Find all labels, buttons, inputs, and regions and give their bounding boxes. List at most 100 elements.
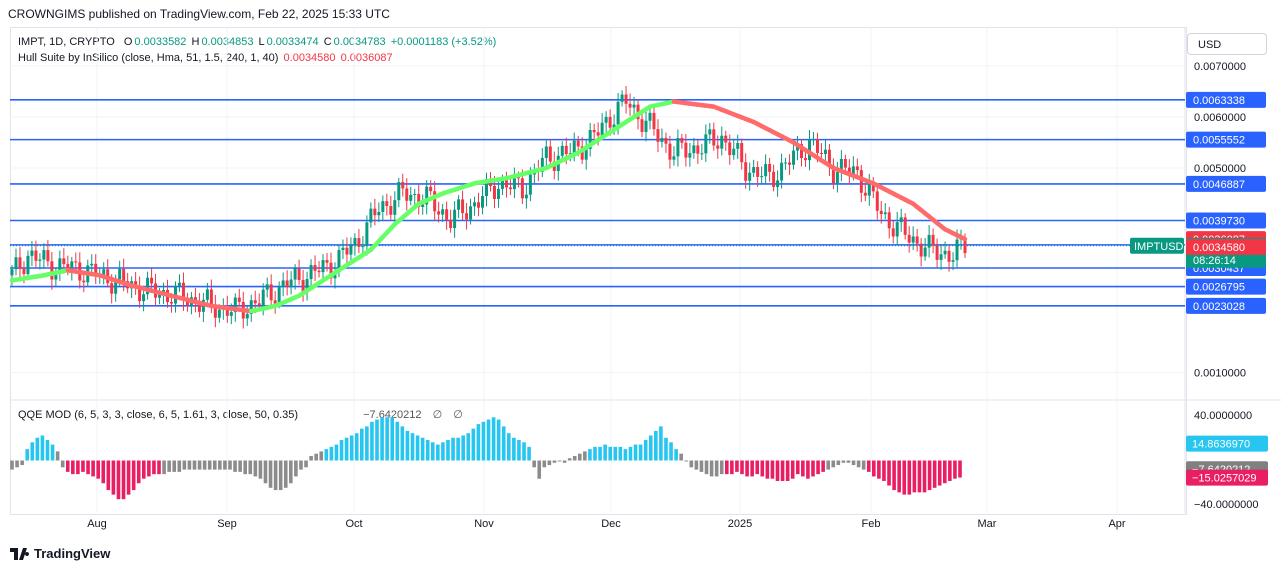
currency-button[interactable]: USD: [1187, 33, 1267, 55]
empty-set-icon: ∅: [432, 409, 443, 421]
qqe-bar: [25, 449, 30, 461]
candle-body: [883, 212, 887, 215]
qqe-bar: [872, 460, 876, 477]
qqe-bar: [877, 460, 881, 479]
qqe-bar: [344, 437, 349, 461]
close-label: C: [323, 36, 332, 48]
candle-body: [500, 179, 504, 189]
candle-body: [664, 137, 668, 144]
qqe-bar: [456, 437, 460, 461]
qqe-bar: [81, 460, 85, 472]
candle-body: [209, 289, 213, 305]
candle-body: [732, 148, 736, 156]
qqe-bar: [197, 460, 202, 470]
qqe-bar: [309, 455, 313, 461]
qqe-bar: [253, 460, 258, 477]
qqe-bar: [167, 460, 171, 472]
qqe-bar: [370, 421, 374, 461]
candle-body: [935, 245, 939, 260]
candle-body: [237, 297, 241, 302]
time-tick-label: Nov: [474, 518, 494, 530]
qqe-bar: [223, 460, 227, 470]
qqe-bar: [522, 442, 526, 461]
candle-body: [524, 194, 528, 199]
candle-body: [357, 238, 361, 247]
qqe-bar: [861, 460, 866, 470]
candle-body: [947, 250, 951, 262]
qqe-bar: [202, 460, 207, 470]
candle-body: [608, 116, 612, 128]
qqe-bar: [278, 460, 283, 491]
candle-body: [660, 137, 664, 142]
candle-body: [927, 234, 931, 248]
candle-body: [588, 129, 592, 149]
qqe-bar: [147, 460, 151, 477]
candle-body: [692, 145, 696, 154]
candle-body: [612, 124, 616, 128]
candle-body: [839, 158, 843, 173]
candle-body: [568, 153, 572, 155]
candle-body: [680, 137, 684, 143]
qqe-bar: [324, 449, 329, 461]
candle-body: [177, 282, 181, 286]
publisher-header: CROWNGIMS published on TradingView.com, …: [8, 7, 390, 21]
candle-body: [42, 250, 46, 260]
candle-body: [413, 193, 417, 195]
candle-body: [740, 143, 744, 163]
qqe-bar: [405, 430, 410, 461]
candle-body: [831, 165, 835, 184]
qqe-bar: [385, 417, 389, 461]
candle-body: [58, 258, 62, 273]
candle-body: [329, 262, 333, 279]
candle-body: [82, 280, 86, 283]
qqe-tick-label: −40.0000000: [1194, 499, 1259, 511]
candle-body: [616, 101, 620, 125]
qqe-bar: [20, 460, 24, 466]
candle-body: [827, 149, 831, 166]
qqe-bar: [177, 460, 182, 472]
qqe-bar: [136, 460, 141, 484]
candle-body: [305, 279, 309, 293]
open-value: 0.0033582: [134, 36, 187, 48]
qqe-bar: [101, 460, 106, 484]
qqe-bar: [207, 460, 212, 470]
qqe-bar: [491, 417, 496, 461]
candle-body: [764, 164, 768, 177]
candle-body: [815, 138, 819, 153]
qqe-bar: [567, 458, 572, 461]
price-tag-label: 0.0034580: [1193, 242, 1245, 254]
candle-body: [373, 208, 377, 216]
qqe-bar: [613, 446, 618, 461]
candle-body: [405, 188, 409, 201]
qqe-bar: [86, 460, 90, 475]
candle-body: [377, 211, 381, 216]
qqe-bar: [572, 455, 577, 461]
qqe-bar: [461, 435, 465, 461]
candle-body: [628, 103, 632, 108]
candle-body: [788, 162, 792, 165]
tradingview-label: TradingView: [34, 546, 111, 561]
candle-body: [644, 120, 648, 132]
candle-body: [492, 185, 496, 199]
candle-body: [576, 140, 580, 147]
candle-body: [14, 257, 18, 270]
qqe-bar: [50, 444, 55, 461]
candle-body: [792, 150, 796, 165]
qqe-bar: [760, 460, 765, 477]
candle-body: [273, 300, 277, 304]
candle-body: [277, 286, 281, 304]
candle-body: [895, 222, 899, 237]
qqe-bar: [263, 460, 268, 484]
qqe-bar: [917, 460, 922, 493]
qqe-bar: [512, 437, 516, 461]
qqe-bar: [684, 460, 689, 462]
candle-body: [114, 279, 118, 294]
candle-body: [672, 156, 676, 160]
qqe-bar: [182, 460, 187, 470]
candle-body: [181, 282, 185, 301]
tradingview-logo[interactable]: TradingView: [10, 546, 110, 561]
candle-body: [867, 183, 871, 196]
candle-body: [899, 217, 903, 223]
qqe-bar: [476, 424, 481, 461]
qqe-bar: [628, 446, 633, 461]
